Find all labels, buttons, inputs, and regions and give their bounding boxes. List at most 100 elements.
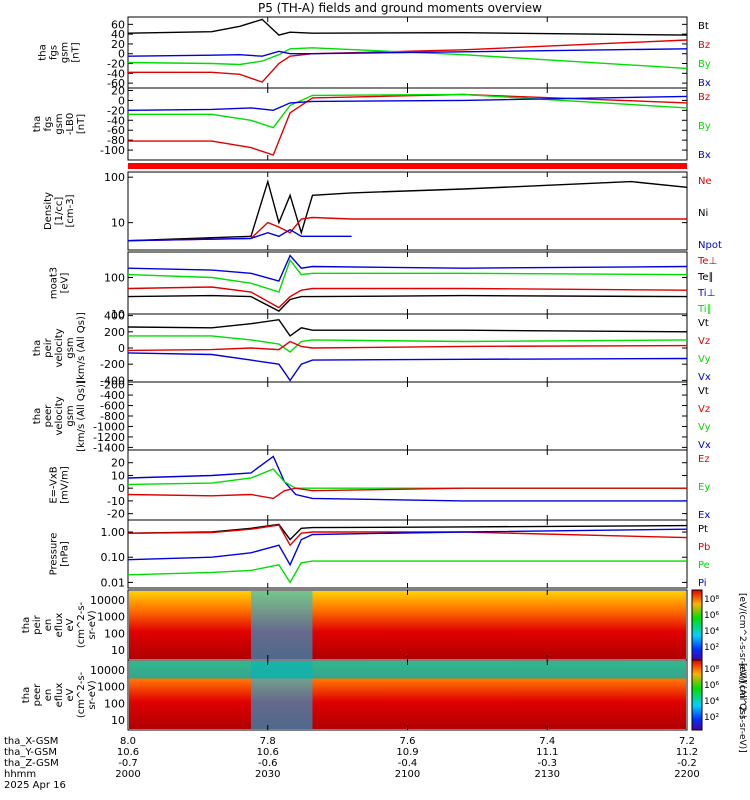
x-row-label: hhmm [4, 769, 36, 780]
y-tick-label: -40 [107, 114, 125, 127]
y-axis-label: [nPa] [60, 541, 71, 567]
y-tick-label: 0.10 [101, 551, 126, 564]
y-axis-label: tha [21, 687, 32, 703]
x-tick-label: 7.8 [260, 736, 276, 747]
y-axis-label: tha [32, 408, 43, 424]
x-tick-label: 11.2 [676, 747, 698, 758]
separator-band [128, 163, 687, 169]
panel-frame [127, 449, 688, 521]
y-tick-label: -400 [100, 374, 125, 387]
panel-frame [127, 251, 688, 315]
y-tick-label: 10 [111, 308, 125, 321]
x-tick-label: 7.2 [679, 736, 695, 747]
series-line-Bx [127, 48, 688, 57]
y-tick-label: 20 [111, 457, 125, 470]
y-tick-label: -200 [100, 358, 125, 371]
colorbar-label: [eV/(cm^2-s-sr-eV)] (All Qs) [737, 593, 747, 718]
series-line-Ex [127, 455, 687, 502]
legend-entry-Pt: Pt [698, 524, 708, 535]
y-axis-label: eflux [54, 613, 65, 638]
y-tick-label: 400 [104, 310, 125, 323]
y-tick-label: -20 [107, 104, 125, 117]
y-tick-label: -600 [100, 400, 125, 413]
colorbar-tick-label: 10² [704, 713, 719, 723]
legend-entry-Te⊥: Te⊥ [697, 256, 717, 267]
y-tick-label: 10000 [90, 594, 125, 607]
y-axis-label: sr-eV) [87, 610, 98, 639]
y-axis-label: peir [43, 337, 54, 357]
y-tick-label: 0 [118, 94, 125, 107]
series-line-Ti⊥ [127, 254, 688, 282]
legend-entry-Vz: Vz [698, 404, 710, 415]
y-tick-label: -80 [107, 134, 125, 147]
figure-title: P5 (TH-A) fields and ground moments over… [258, 1, 542, 15]
y-axis-label: Density [43, 192, 54, 230]
colorbar-tick-label: 10⁴ [704, 697, 719, 707]
y-axis-label: eV [65, 618, 76, 631]
y-tick-label: -200 [100, 379, 125, 392]
y-axis-label: gsm [65, 337, 76, 358]
legend-entry-Pi: Pi [698, 578, 707, 589]
y-axis-label: [1/cc] [54, 197, 65, 226]
x-tick-label: -0.6 [258, 758, 278, 769]
legend-entry-Ey: Ey [698, 482, 710, 493]
x-tick-label: 7.6 [400, 736, 416, 747]
series-line-Vy [128, 335, 688, 353]
legend-entry-Vy: Vy [698, 422, 711, 433]
colorbar [691, 589, 703, 661]
x-tick-label: 2030 [255, 769, 280, 780]
legend-entry-Vt: Vt [698, 318, 709, 329]
y-axis-label: tha [38, 44, 49, 60]
y-tick-label: -10 [107, 495, 125, 508]
y-axis-label: -LB0 [65, 113, 76, 135]
panel-frame [127, 313, 688, 383]
series-line-Pb [127, 524, 688, 547]
y-axis-label: fgs [43, 116, 54, 131]
x-row-label: tha_X-GSM [4, 736, 58, 747]
series-line-Vt [127, 318, 688, 337]
series-line-Ne [127, 216, 687, 242]
series-line-Ti∥ [127, 258, 688, 293]
legend-entry-Ne: Ne [698, 176, 712, 187]
y-axis-label: (cm^2-s- [76, 601, 87, 648]
colorbar-tick-label: 10⁶ [704, 681, 719, 691]
series-line-Bz [128, 39, 688, 83]
y-axis-label: en [43, 619, 54, 632]
panel-3: 100 10 Density [1/cc] [cm-3] Ne Ni Npot [43, 171, 722, 251]
y-axis-label: velocity [54, 328, 65, 367]
legend-entry-Bz: Bz [698, 40, 710, 51]
y-axis-label: gsm [65, 405, 76, 426]
y-tick-label: 10 [111, 217, 125, 230]
y-tick-label: 0 [118, 342, 125, 355]
panel-9: 10000 1000 100 10 10⁸ 10⁶ 10⁴ 10² [eV/(cm^2-s-sr… [21, 589, 747, 718]
y-axis-label: tha [32, 116, 43, 132]
y-tick-label: 100 [104, 171, 125, 184]
colorbar-tick-label: 10⁸ [704, 665, 719, 675]
y-axis-label: tha [21, 617, 32, 633]
y-axis-label: peir [32, 614, 43, 634]
series-line-Vz [127, 340, 688, 352]
y-tick-label: 100 [104, 697, 125, 710]
y-tick-label: -60 [107, 77, 125, 90]
series-line-By [128, 93, 688, 129]
legend-entry-By: By [698, 59, 711, 70]
x-tick-label: 2200 [674, 769, 699, 780]
x-tick-label: 10.9 [396, 747, 418, 758]
colorbar-tick-label: 10² [704, 643, 719, 653]
y-axis-label: [nT] [71, 42, 82, 62]
y-tick-label: 40 [111, 28, 125, 41]
series-line-Vx [127, 352, 688, 382]
y-axis-label: en [43, 689, 54, 702]
y-tick-label: 100 [104, 272, 125, 285]
series-line-Ez [127, 487, 687, 500]
y-axis-label: [cm-3] [65, 194, 76, 227]
y-tick-label: -1000 [93, 420, 125, 433]
x-tick-label: 2100 [395, 769, 420, 780]
y-axis-label: tha [32, 340, 43, 356]
legend-entry-Ni: Ni [698, 208, 708, 219]
colorbar-tick-label: 10⁴ [704, 627, 719, 637]
y-tick-label: 1.00 [101, 526, 126, 539]
